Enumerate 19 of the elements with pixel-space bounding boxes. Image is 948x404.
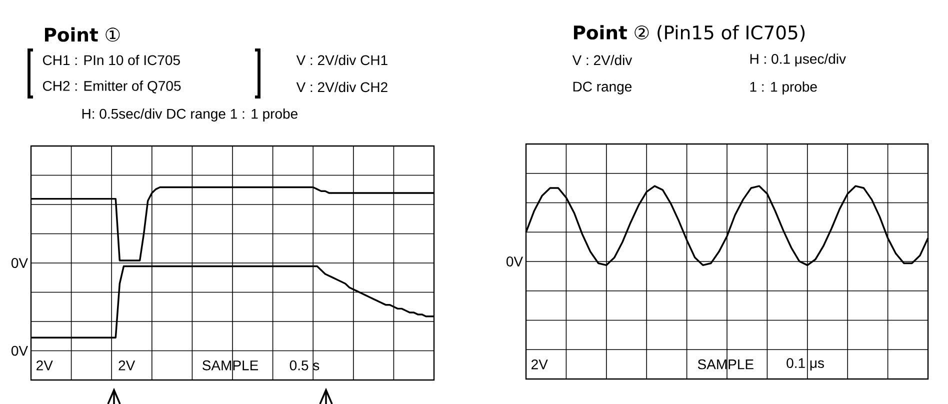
- chart-title: Point ①: [44, 27, 120, 42]
- text: V : 2V/div CH2: [296, 82, 388, 92]
- text: H : 0.1 μsec/div: [750, 54, 846, 66]
- text: V : 2V/div: [572, 54, 632, 66]
- text: 0V: [11, 346, 28, 356]
- text: DC range: [573, 82, 632, 94]
- text: 0V: [506, 256, 523, 266]
- chart-title: Point ② (Pin15 of IC705): [574, 25, 805, 42]
- text: H: 0.5sec/div DC range 1 : 1 probe: [82, 108, 298, 122]
- text: CH2 : Emitter of Q705: [42, 80, 181, 94]
- text: V : 2V/div CH1: [296, 54, 388, 66]
- text: 0V: [11, 258, 28, 268]
- annotation: 2V: [36, 360, 53, 370]
- text: CH1 : PIn 10 of IC705: [42, 54, 180, 66]
- annotation: 2V: [532, 359, 548, 370]
- annotation: 0.5 s: [290, 360, 320, 370]
- annotation: 0.1 μs: [786, 358, 824, 371]
- text: 1 : 1 probe: [750, 81, 817, 95]
- annotation: 2V: [118, 360, 136, 370]
